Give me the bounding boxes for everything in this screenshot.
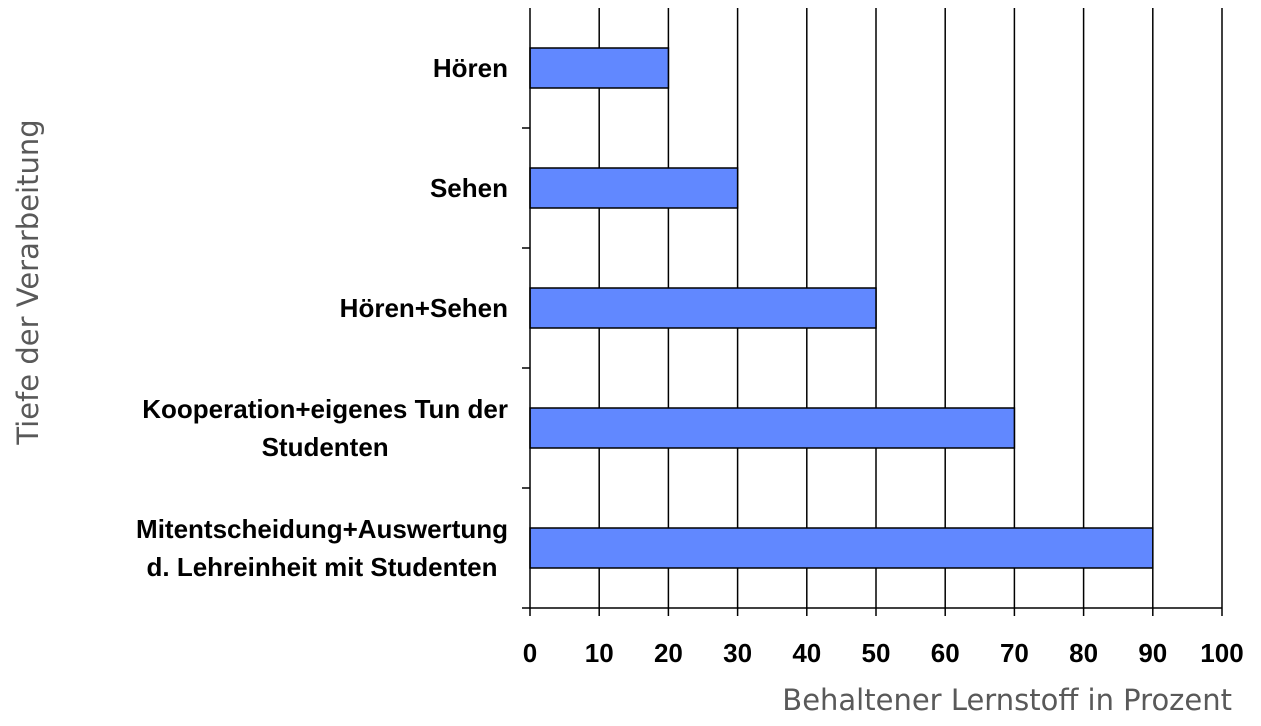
x-tick-label-30: 30 [723,638,752,668]
category-label-3: Kooperation+eigenes Tun der Studenten [142,394,508,462]
x-axis-title: Behaltener Lernstoff in Prozent [782,683,1232,717]
x-tick-label-20: 20 [654,638,683,668]
x-tick-label-80: 80 [1069,638,1098,668]
bar-2 [529,287,877,329]
x-tick-label-70: 70 [1000,638,1029,668]
bar-1 [529,167,739,209]
y-axis-title: Tiefe der Verarbeitung [11,119,45,445]
x-tick-label-60: 60 [931,638,960,668]
bar-4 [529,527,1154,569]
x-tick-label-100: 100 [1200,638,1243,668]
category-label-1: Sehen [430,173,508,203]
axes [522,8,1223,616]
category-label-0: Hören [433,53,508,83]
category-label-2: Hören+Sehen [340,293,508,323]
x-tick-label-10: 10 [585,638,614,668]
category-label-4: Mitentscheidung+Auswertung d. Lehreinheit… [136,514,508,582]
bars [529,47,1154,569]
bar-3 [529,407,1016,449]
x-tick-label-90: 90 [1138,638,1167,668]
x-tick-label-50: 50 [862,638,891,668]
labels: 0 10 20 30 40 50 60 70 80 90 100 Hören Sehen Hören+Se… [136,53,1244,668]
x-tick-label-40: 40 [792,638,821,668]
bar-0 [529,47,670,89]
x-tick-label-0: 0 [523,638,537,668]
